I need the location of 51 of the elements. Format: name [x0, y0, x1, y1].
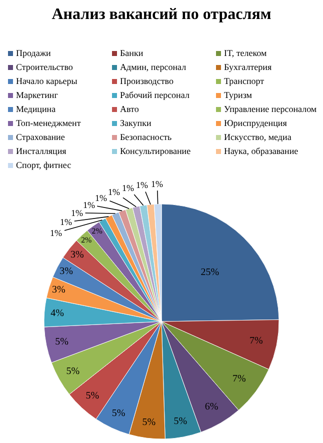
legend-label: Продажи [16, 48, 51, 59]
legend-label: Консультирование [120, 146, 191, 157]
legend-label: Спорт, фитнес [16, 160, 72, 171]
data-label: 5% [55, 336, 69, 348]
data-label: 5% [174, 416, 188, 427]
data-label: 25% [200, 266, 220, 278]
legend-label: Инсталляция [16, 146, 66, 157]
legend-label: Админ, персонал [120, 62, 186, 73]
legend-label: Закупки [120, 118, 152, 129]
data-label: 4% [50, 308, 64, 319]
legend-label: Маркетинг [16, 90, 58, 101]
legend-label: Бухгалтерия [224, 62, 272, 73]
legend-label: Рабочий персонал [120, 90, 190, 101]
data-label: 6% [204, 402, 218, 413]
data-label: 2% [92, 226, 103, 236]
legend-label: Искусство, медиа [224, 132, 292, 143]
data-label: 2% [81, 235, 92, 244]
data-label: 3% [60, 266, 73, 278]
legend-label: Безопасность [120, 132, 172, 143]
legend-label: Транспорт [224, 76, 264, 87]
legend-label: IT, телеком [224, 48, 267, 59]
legend-label: Управление персоналом [224, 104, 317, 115]
data-label: 5% [142, 416, 156, 428]
legend-label: Начало карьеры [16, 76, 78, 87]
data-label: 1% [95, 193, 108, 203]
data-label: 3% [70, 249, 84, 260]
data-label: 5% [86, 390, 100, 402]
legend-label: Топ-менеджмент [16, 118, 81, 129]
legend-label: Страхование [16, 132, 65, 143]
data-label: 7% [232, 374, 246, 385]
data-label: 3% [52, 284, 66, 296]
data-label: 1% [60, 217, 72, 227]
legend-label: Наука, образавание [224, 146, 298, 157]
legend-label: Производство [120, 76, 174, 87]
data-label: 1% [108, 187, 120, 197]
legend-label: Туризм [224, 90, 252, 101]
data-label: 1% [136, 180, 148, 190]
legend-label: Строительство [16, 62, 73, 73]
legend-label: Авто [120, 104, 139, 115]
data-label: 1% [71, 208, 84, 218]
data-label: 1% [151, 179, 164, 189]
data-label: 1% [83, 200, 96, 210]
data-label: 5% [112, 408, 126, 420]
legend-label: Медицина [16, 104, 56, 115]
chart-title: Анализ вакансий по отраслям [50, 6, 272, 24]
data-label: 5% [66, 366, 80, 377]
legend-label: Банки [120, 48, 144, 59]
data-label: 1% [50, 228, 62, 238]
data-label: 7% [249, 335, 263, 346]
legend-label: Юриспруденция [224, 118, 287, 129]
data-label: 1% [122, 183, 134, 193]
